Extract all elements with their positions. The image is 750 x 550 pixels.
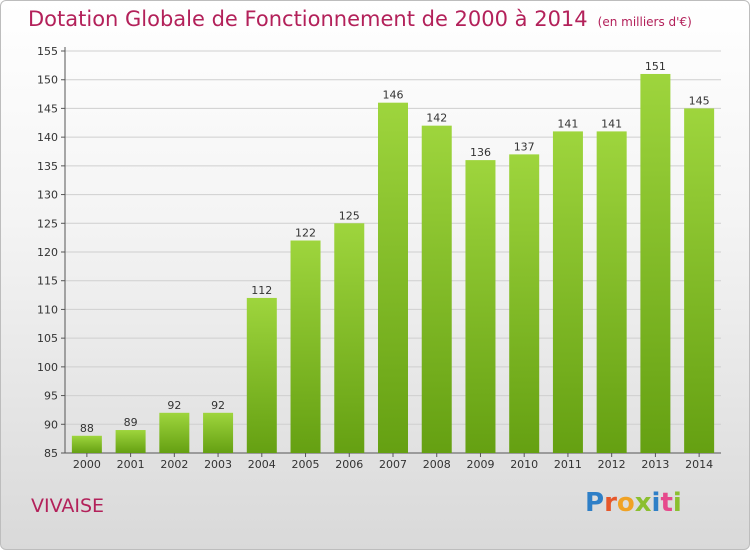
bar-2007	[378, 102, 408, 453]
bar-2014	[684, 108, 715, 453]
logo-letter: t	[660, 488, 673, 518]
logo-letter: r	[604, 488, 617, 518]
bar-value-label: 122	[295, 227, 316, 240]
bar-2006	[334, 223, 365, 453]
x-tick-label: 2009	[466, 458, 494, 471]
x-tick-label: 2010	[510, 458, 538, 471]
bar-2002	[159, 412, 190, 453]
y-tick-label: 155	[37, 45, 58, 58]
bar-value-label: 142	[426, 112, 447, 125]
commune-name: VIVAISE	[31, 495, 105, 517]
bar-2001	[115, 430, 146, 453]
logo-letter: P	[585, 488, 605, 518]
x-tick-label: 2006	[335, 458, 363, 471]
x-tick-label: 2008	[423, 458, 451, 471]
bar-value-label: 125	[339, 209, 360, 222]
proxiti-logo: Proxiti	[585, 488, 682, 518]
bars	[71, 73, 715, 454]
bar-2009	[465, 160, 496, 453]
y-tick-label: 110	[37, 303, 58, 316]
bar-value-label: 89	[124, 416, 138, 429]
x-tick-label: 2002	[160, 458, 188, 471]
chart-subtitle: (en milliers d'€)	[597, 15, 692, 29]
bar-value-label: 92	[167, 399, 181, 412]
y-tick-label: 85	[44, 447, 58, 460]
x-tick-label: 2007	[379, 458, 407, 471]
y-tick-label: 100	[37, 361, 58, 374]
bar-value-labels: 88 89 92 92 112 122 125 146 142 136 137 141 141 151 14…	[80, 60, 710, 435]
bar-value-label: 137	[514, 140, 535, 153]
bar-2004	[246, 297, 277, 453]
bar-2003	[203, 412, 234, 453]
logo-letter: i	[651, 488, 661, 518]
bar-value-label: 141	[557, 117, 578, 130]
y-tick-label: 115	[37, 275, 58, 288]
y-tick-label: 125	[37, 217, 58, 230]
x-tick-label: 2013	[641, 458, 669, 471]
logo-letter: x	[634, 488, 652, 518]
bar-value-label: 141	[601, 117, 622, 130]
x-tick-label: 2001	[117, 458, 145, 471]
x-tick-label: 2003	[204, 458, 232, 471]
bar-2005	[290, 240, 321, 453]
y-tick-label: 105	[37, 332, 58, 345]
bar-2008	[421, 125, 452, 454]
chart-title-text: Dotation Globale de Fonctionnement de 20…	[28, 7, 588, 31]
bar-value-label: 151	[645, 60, 666, 73]
y-tick-label: 130	[37, 189, 58, 202]
bar-2011	[552, 131, 583, 453]
bar-value-label: 136	[470, 146, 491, 159]
bar-2000	[71, 435, 102, 453]
y-tick-label: 135	[37, 160, 58, 173]
y-tick-label: 95	[44, 390, 58, 403]
bar-value-label: 92	[211, 399, 225, 412]
y-tick-label: 120	[37, 246, 58, 259]
bar-2010	[509, 154, 540, 453]
x-tick-label: 2011	[554, 458, 582, 471]
bar-value-label: 88	[80, 422, 94, 435]
logo-letter: i	[672, 488, 682, 518]
x-tick-label: 2004	[248, 458, 276, 471]
y-tick-label: 90	[44, 418, 58, 431]
bar-value-label: 146	[383, 89, 404, 102]
bar-value-label: 112	[251, 284, 272, 297]
y-tick-label: 150	[37, 74, 58, 87]
bar-value-label: 145	[689, 94, 710, 107]
x-tick-label: 2014	[685, 458, 713, 471]
bar-2012	[596, 131, 627, 453]
x-tick-label: 2012	[598, 458, 626, 471]
logo-letter: o	[616, 488, 635, 518]
x-tick-label: 2000	[73, 458, 101, 471]
x-tick-label: 2005	[292, 458, 320, 471]
bar-2013	[640, 73, 671, 453]
chart-title: Dotation Globale de Fonctionnement de 20…	[28, 7, 692, 31]
y-tick-label: 145	[37, 102, 58, 115]
y-tick-label: 140	[37, 131, 58, 144]
